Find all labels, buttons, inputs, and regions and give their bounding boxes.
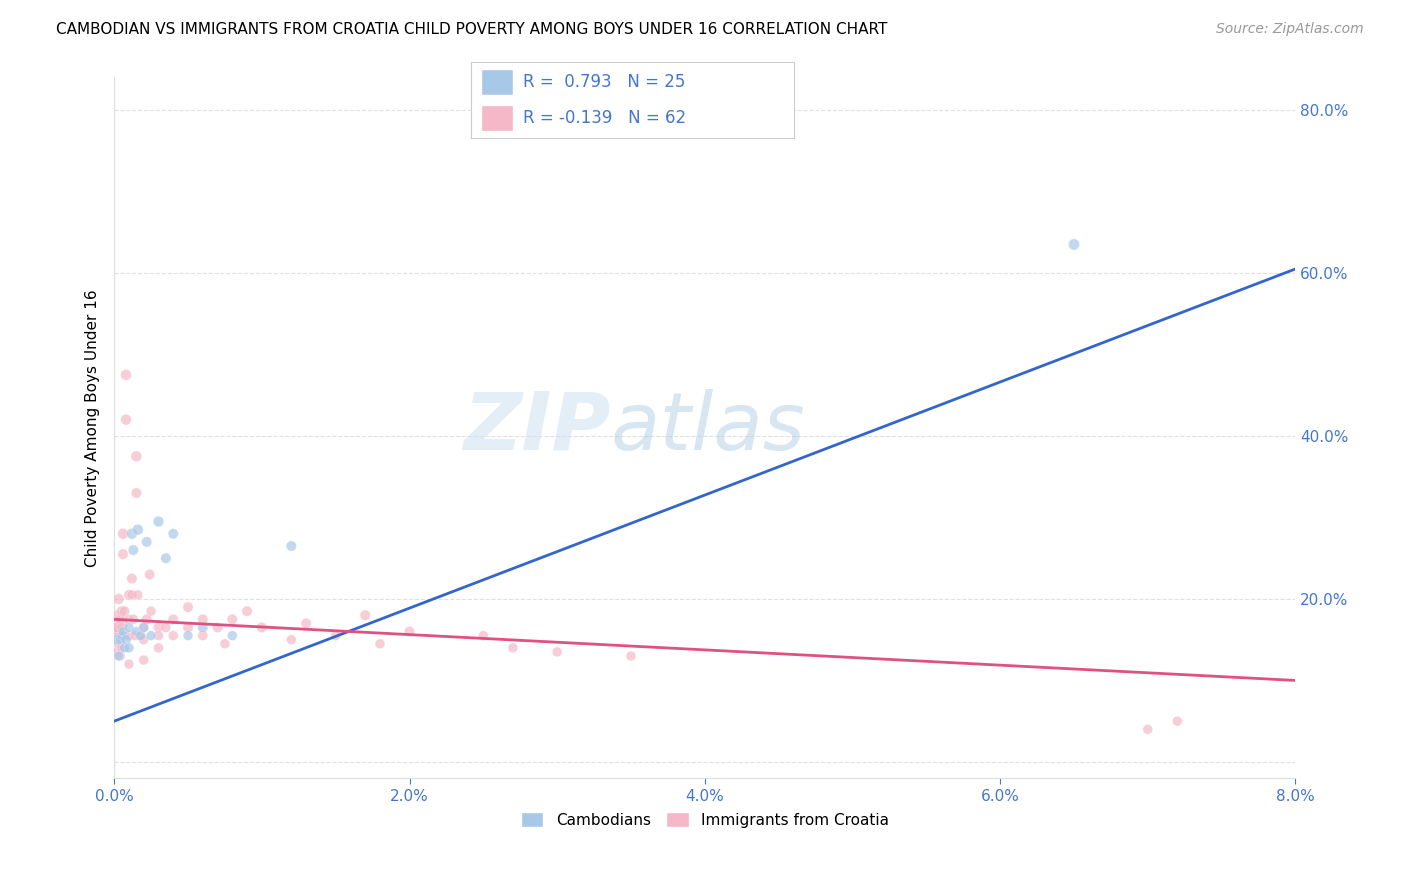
Point bbox=[207, 620, 229, 634]
Point bbox=[110, 620, 132, 634]
Text: Source: ZipAtlas.com: Source: ZipAtlas.com bbox=[1216, 22, 1364, 37]
Point bbox=[107, 591, 129, 606]
Point bbox=[114, 604, 136, 618]
Text: R = -0.139   N = 62: R = -0.139 N = 62 bbox=[523, 109, 686, 127]
Point bbox=[110, 629, 132, 643]
Point bbox=[138, 567, 160, 582]
Point bbox=[115, 368, 138, 382]
Point bbox=[221, 629, 243, 643]
Point bbox=[105, 620, 128, 634]
Point bbox=[118, 640, 141, 655]
Point bbox=[115, 412, 138, 426]
Point bbox=[129, 629, 152, 643]
Point bbox=[139, 629, 162, 643]
Point bbox=[148, 640, 170, 655]
Point bbox=[107, 648, 129, 663]
Text: ZIP: ZIP bbox=[463, 389, 610, 467]
Point bbox=[148, 515, 170, 529]
Point bbox=[280, 539, 302, 553]
Point bbox=[125, 486, 148, 500]
Point bbox=[191, 612, 214, 626]
Point bbox=[132, 620, 155, 634]
Point bbox=[115, 632, 138, 647]
Text: CAMBODIAN VS IMMIGRANTS FROM CROATIA CHILD POVERTY AMONG BOYS UNDER 16 CORRELATI: CAMBODIAN VS IMMIGRANTS FROM CROATIA CHI… bbox=[56, 22, 887, 37]
Point bbox=[118, 588, 141, 602]
Bar bbox=[481, 105, 513, 130]
Point bbox=[121, 526, 143, 541]
Point bbox=[118, 629, 141, 643]
Point bbox=[118, 657, 141, 672]
Point bbox=[108, 632, 131, 647]
Point bbox=[155, 551, 177, 566]
Point bbox=[124, 629, 146, 643]
Point bbox=[177, 629, 200, 643]
Legend: Cambodians, Immigrants from Croatia: Cambodians, Immigrants from Croatia bbox=[515, 805, 896, 834]
Point bbox=[105, 645, 128, 659]
Point bbox=[118, 612, 141, 626]
Point bbox=[114, 640, 136, 655]
Point bbox=[132, 653, 155, 667]
Point bbox=[105, 632, 128, 647]
Point bbox=[104, 624, 127, 639]
Point bbox=[118, 620, 141, 634]
Point bbox=[132, 620, 155, 634]
Point bbox=[122, 612, 145, 626]
Point bbox=[125, 450, 148, 464]
Point bbox=[121, 572, 143, 586]
Point bbox=[191, 629, 214, 643]
Point bbox=[398, 624, 420, 639]
Point bbox=[1063, 237, 1085, 252]
Point bbox=[368, 637, 391, 651]
Point bbox=[125, 624, 148, 639]
Point bbox=[1166, 714, 1188, 729]
Point bbox=[107, 637, 129, 651]
Point bbox=[110, 604, 132, 618]
Point bbox=[132, 632, 155, 647]
Point bbox=[295, 616, 318, 631]
Point bbox=[135, 612, 157, 626]
Point bbox=[162, 629, 184, 643]
Point bbox=[177, 620, 200, 634]
Point bbox=[162, 526, 184, 541]
Point bbox=[221, 612, 243, 626]
Text: R =  0.793   N = 25: R = 0.793 N = 25 bbox=[523, 73, 685, 91]
Y-axis label: Child Poverty Among Boys Under 16: Child Poverty Among Boys Under 16 bbox=[86, 289, 100, 566]
Bar bbox=[481, 70, 513, 95]
Point bbox=[354, 608, 377, 623]
Point bbox=[112, 547, 135, 561]
Point bbox=[250, 620, 273, 634]
Point bbox=[110, 640, 132, 655]
Point bbox=[177, 600, 200, 615]
Point bbox=[214, 637, 236, 651]
Point bbox=[472, 629, 495, 643]
Point bbox=[620, 648, 643, 663]
Text: atlas: atlas bbox=[610, 389, 806, 467]
Point bbox=[127, 588, 149, 602]
Point bbox=[162, 612, 184, 626]
Point bbox=[148, 629, 170, 643]
Point bbox=[325, 629, 347, 643]
Point bbox=[112, 526, 135, 541]
Point bbox=[121, 588, 143, 602]
Point bbox=[139, 604, 162, 618]
Point bbox=[104, 616, 127, 631]
Point bbox=[135, 535, 157, 549]
Point bbox=[112, 624, 135, 639]
Point bbox=[122, 543, 145, 558]
Point bbox=[108, 612, 131, 626]
Point bbox=[108, 648, 131, 663]
Point bbox=[155, 620, 177, 634]
Point bbox=[191, 620, 214, 634]
Point bbox=[546, 645, 568, 659]
Point bbox=[1136, 723, 1159, 737]
Point bbox=[114, 629, 136, 643]
Point bbox=[502, 640, 524, 655]
Point bbox=[236, 604, 259, 618]
Point bbox=[280, 632, 302, 647]
Point bbox=[128, 629, 150, 643]
Point bbox=[127, 523, 149, 537]
Point bbox=[148, 620, 170, 634]
